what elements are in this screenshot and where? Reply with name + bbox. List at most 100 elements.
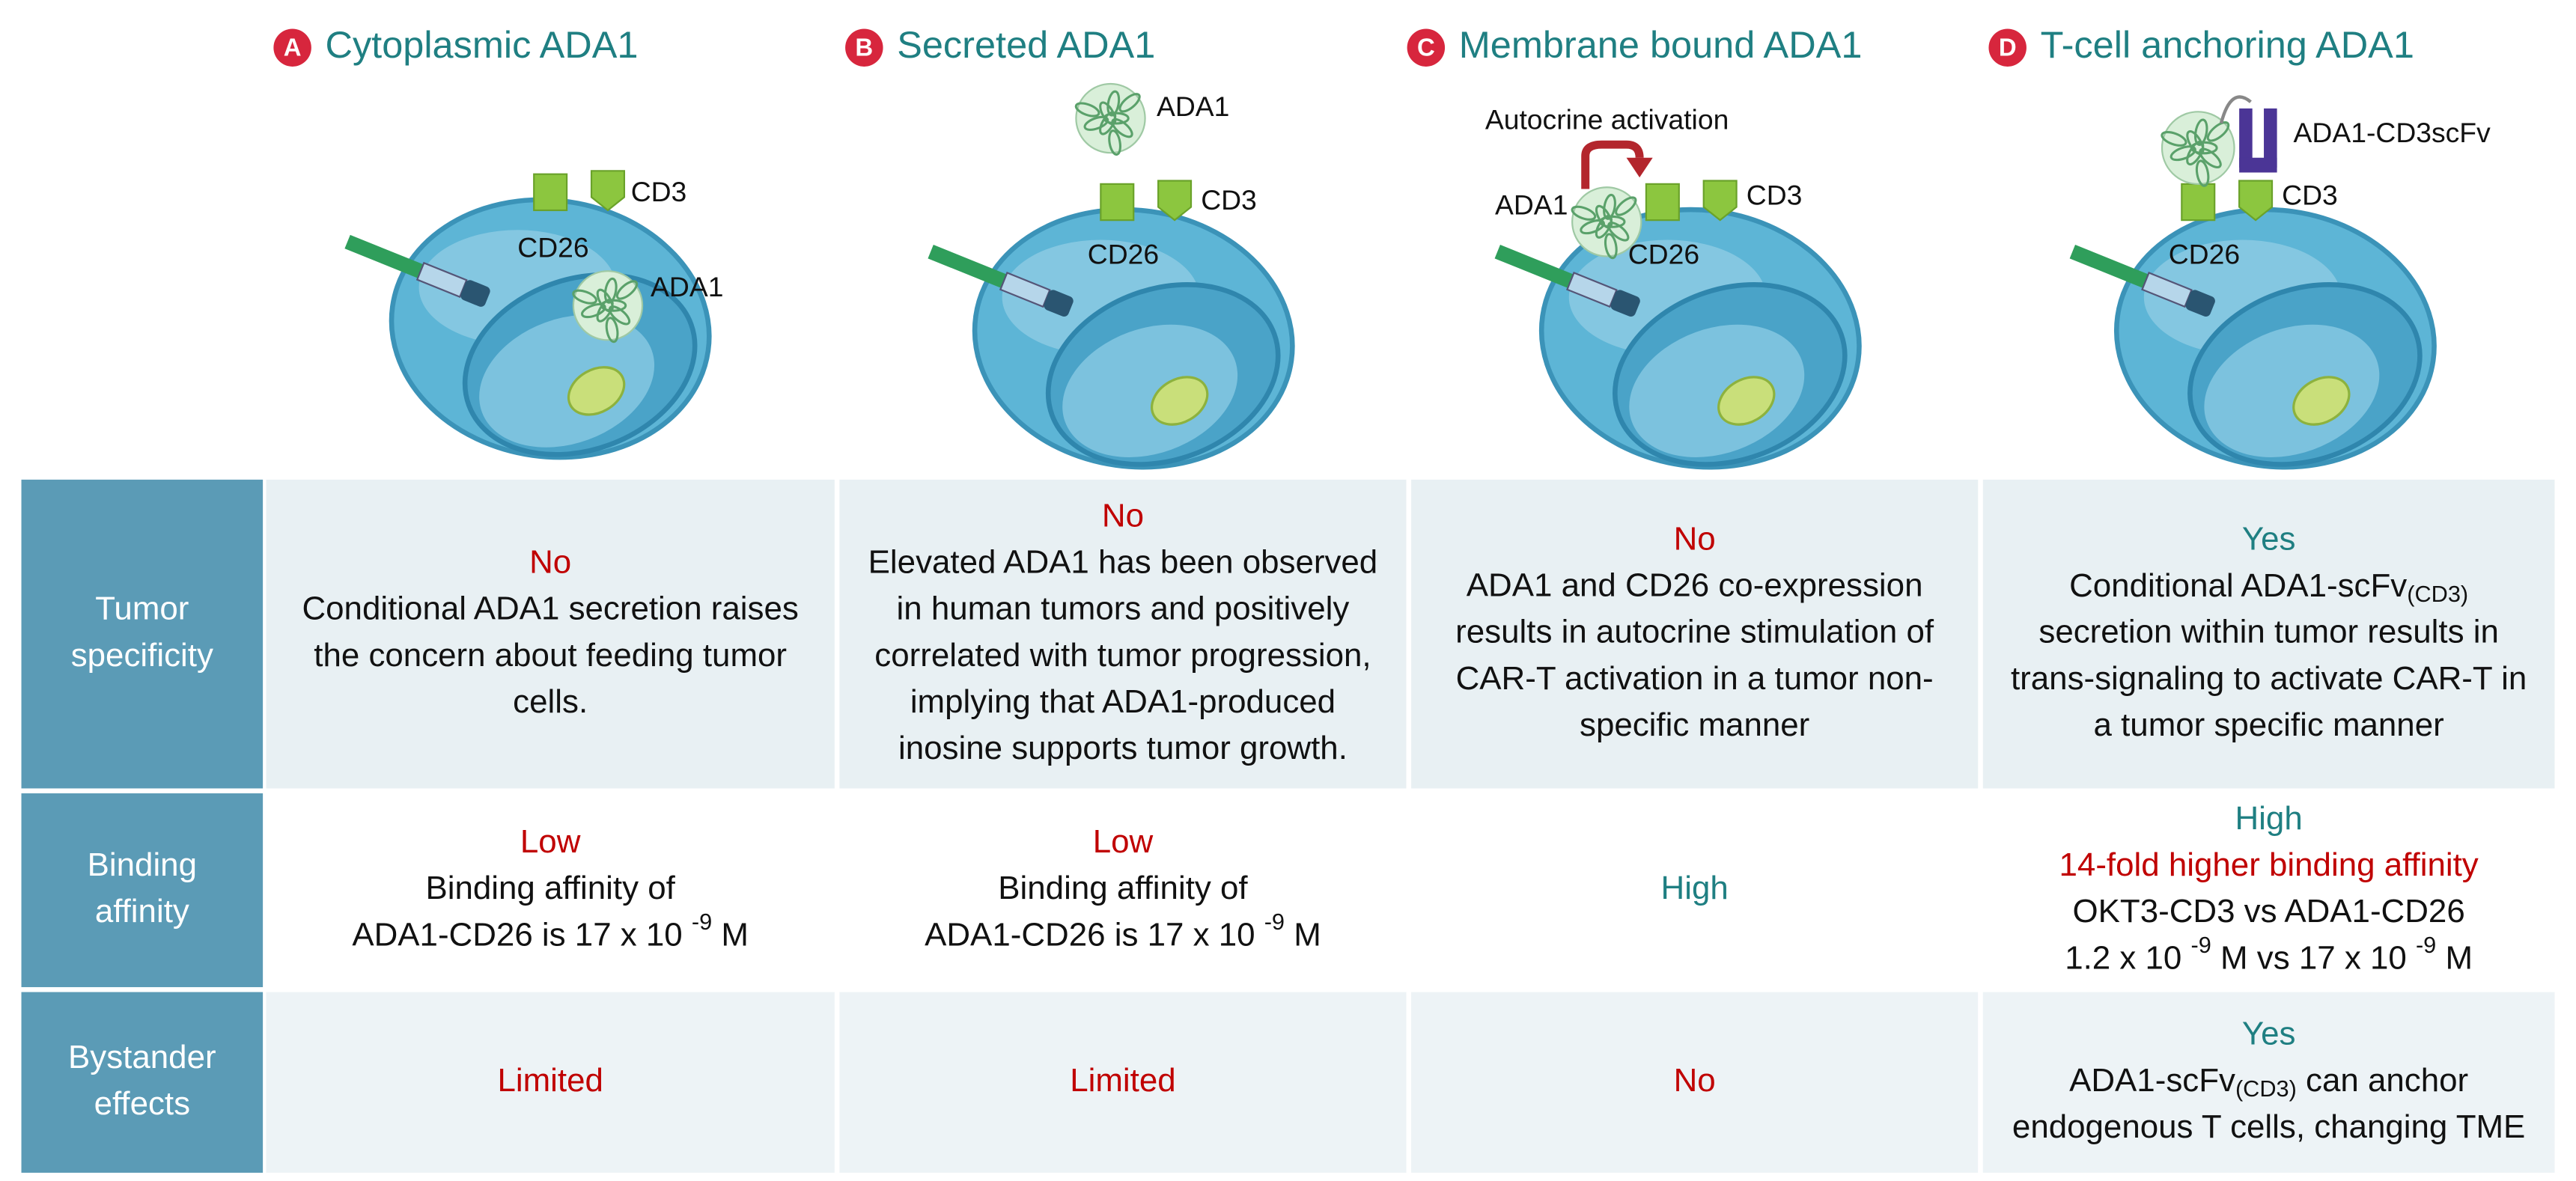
cell-line: correlated with tumor progression,: [874, 637, 1371, 674]
cell-line: ADA1-CD26 is 17 x 10 -9 M: [925, 909, 1321, 953]
text-run: can anchor: [2297, 1062, 2468, 1099]
cell-line: secretion within tumor results in: [2038, 614, 2499, 650]
cell-line: Limited: [497, 1062, 603, 1099]
cell-line: Low: [1093, 823, 1154, 860]
nucleus-inner: [1629, 324, 1805, 457]
nucleus-inner: [1062, 324, 1238, 457]
letter-badge: [273, 28, 311, 67]
illustration-label: ADA1: [651, 271, 723, 302]
ada1-fold: [1083, 115, 1109, 131]
ada1-fold: [605, 317, 619, 344]
letter-badge: [1988, 28, 2027, 67]
panel-letter: A: [284, 34, 302, 61]
table-cell: [266, 479, 835, 789]
table-cell: [1411, 992, 1979, 1173]
t-cell: [344, 170, 712, 460]
ada1-protein: [1571, 186, 1642, 257]
cd3: [1702, 180, 1738, 222]
illustration-label: CD26: [1628, 238, 1699, 269]
panel-letter: D: [1999, 34, 2017, 61]
table-cell: [839, 992, 1407, 1173]
text-run: Conditional ADA1-scFv: [2069, 567, 2407, 604]
illustration-label: ADA1: [1157, 91, 1229, 122]
panel-title: Membrane bound ADA1: [1459, 23, 1863, 66]
cell-line: Yes: [2242, 521, 2296, 558]
ada1-fold: [2161, 131, 2187, 147]
illustration-label: CD3: [631, 176, 687, 207]
ada1-fold: [1099, 101, 1117, 126]
cd3: [1157, 180, 1193, 222]
ada1-fold: [1615, 196, 1637, 216]
illustration-label: CD26: [517, 231, 588, 263]
cell-line: cells.: [513, 683, 588, 720]
cell-line: No: [1102, 497, 1144, 534]
cell-line: Binding affinity of: [425, 870, 675, 906]
cell-line: Limited: [1070, 1062, 1175, 1099]
superscript: -9: [2191, 932, 2211, 958]
ada1-fold: [1595, 204, 1613, 229]
illustration-label: CD3: [1201, 184, 1257, 216]
illustration-label: CD26: [1088, 238, 1159, 269]
cell-line: Elevated ADA1 has been observed: [868, 544, 1378, 581]
ada1-fold: [603, 277, 618, 304]
letter-badge: [1407, 28, 1446, 67]
row-header: Tumor: [95, 590, 189, 627]
dna: [567, 366, 626, 416]
t-cell: [2069, 95, 2437, 470]
ada1-protein: [1075, 82, 1146, 154]
text-run: M vs 17 x 10: [2211, 939, 2416, 976]
scfv-left: [2239, 108, 2253, 168]
ada1-fold: [2186, 130, 2205, 156]
cell-line: High: [2235, 800, 2303, 837]
cd26: [1100, 183, 1135, 222]
table-cell: [1411, 793, 1979, 987]
cell-line: 1.2 x 10 -9 M vs 17 x 10 -9 M: [2065, 932, 2473, 976]
row-header-cell: [21, 479, 264, 789]
ada1-fold: [1111, 118, 1133, 138]
ada1-fold: [2206, 121, 2230, 142]
table-cell: [839, 793, 1407, 987]
table-cell: [1982, 793, 2555, 987]
ada1-fold: [1074, 102, 1100, 118]
ada1-fold: [1571, 205, 1597, 221]
cell-line: a tumor specific manner: [2094, 707, 2444, 743]
text-run: 1.2 x 10: [2065, 939, 2190, 976]
ada1-fold: [596, 288, 614, 313]
panel-title: Secreted ADA1: [897, 23, 1155, 66]
superscript: -9: [1264, 909, 1285, 935]
row-header: affinity: [95, 893, 189, 930]
cell-line: CAR-T activation in a tumor non-: [1456, 660, 1934, 697]
ada1-fold: [580, 302, 606, 319]
cell-line: Yes: [2242, 1016, 2296, 1052]
cd3: [2238, 180, 2274, 222]
car-tail: [460, 280, 490, 307]
superscript: -9: [2416, 932, 2436, 958]
ada1-fold: [2193, 118, 2208, 146]
cell-line: 14-fold higher binding affinity: [2059, 846, 2479, 883]
row-header: Bystander: [68, 1039, 216, 1075]
row-header-cell: [21, 793, 264, 987]
arrow-head: [1626, 157, 1653, 178]
superscript: -9: [692, 909, 712, 935]
subscript: (CD3): [2407, 581, 2468, 607]
ada1-protein: [572, 270, 644, 341]
linker: [2219, 95, 2252, 124]
text-run: ADA1-CD26 is 17 x 10: [352, 916, 692, 953]
nucleus-inner: [479, 314, 655, 448]
subscript: (CD3): [2235, 1075, 2297, 1102]
cell-line: Binding affinity of: [998, 870, 1248, 906]
cell-line: results in autocrine stimulation of: [1455, 614, 1934, 650]
table-cell: [266, 793, 835, 987]
scfv-base: [2239, 157, 2277, 173]
ada1-fold: [1603, 193, 1616, 220]
car-receptor: [1494, 245, 1640, 317]
table-cell: [266, 992, 835, 1173]
car-stalk: [1494, 245, 1574, 288]
cell-line: implying that ADA1-produced: [910, 683, 1336, 720]
ada1-fold: [1106, 90, 1121, 117]
dna: [1717, 376, 1776, 426]
cell-line: No: [529, 544, 571, 581]
illustration-label: CD26: [2169, 238, 2240, 269]
autocrine-arrow: [1581, 140, 1644, 189]
